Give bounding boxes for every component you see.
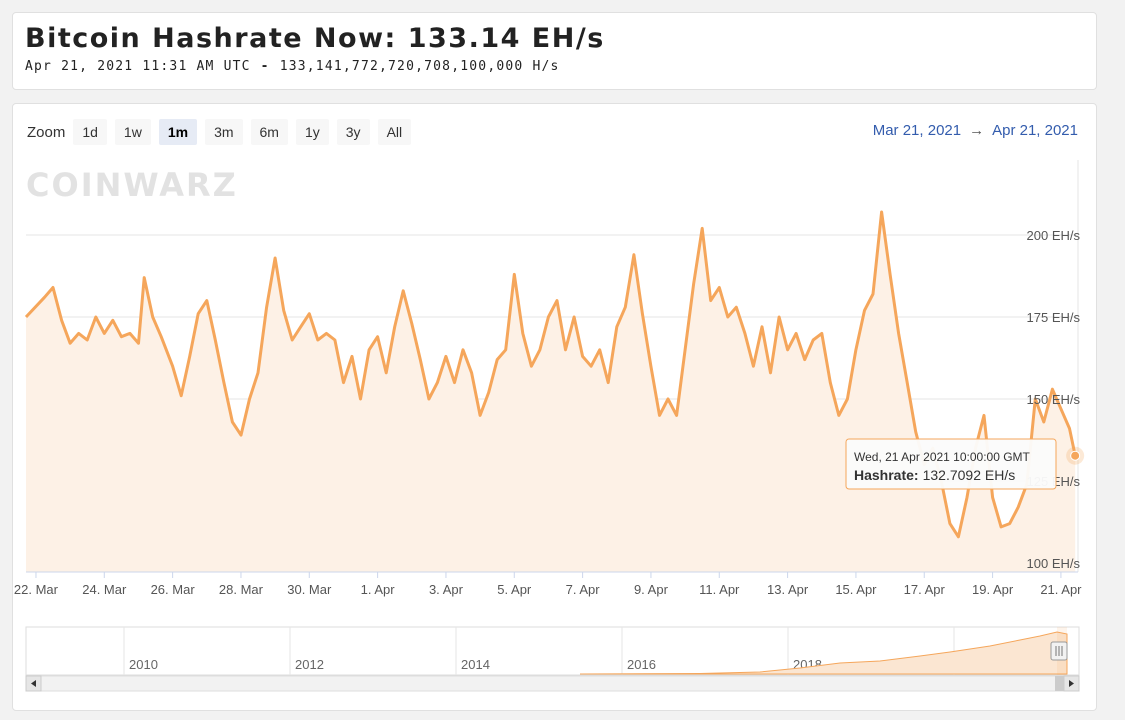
series-area [26,212,1076,572]
zoom-6m-button[interactable]: 6m [250,119,288,145]
tooltip: Wed, 21 Apr 2021 10:00:00 GMT Hashrate: 1… [845,438,1057,490]
x-tick-label: 15. Apr [835,582,877,597]
tooltip-label: Hashrate: [854,467,919,483]
x-tick-label: 24. Mar [82,582,127,597]
y-tick-label: 100 EH/s [1027,556,1081,571]
zoom-1d-button[interactable]: 1d [73,119,107,145]
x-tick-label: 5. Apr [497,582,532,597]
x-tick-label: 13. Apr [767,582,809,597]
tooltip-value: Hashrate: 132.7092 EH/s [854,467,1015,483]
zoom-all-button[interactable]: All [377,119,412,145]
x-axis-ticks: 22. Mar 24. Mar 26. Mar 28. Mar 30. Mar 1. Ap… [14,572,1082,597]
range-to-input[interactable]: Apr 21, 2021 [992,122,1078,139]
y-tick-label: 200 EH/s [1027,228,1081,243]
navigator-year-label: 2016 [627,657,656,672]
x-tick-label: 1. Apr [361,582,396,597]
tooltip-number: 132.7092 EH/s [923,467,1016,483]
zoom-3y-button[interactable]: 3y [336,119,370,145]
x-tick-label: 17. Apr [904,582,946,597]
series-line [24,210,1077,539]
page-subtitle: Apr 21, 2021 11:31 AM UTC -133,141,772,72… [25,59,560,74]
zoom-1m-button[interactable]: 1m [158,119,198,145]
zoom-selector: Zoom 1d 1w 1m 3m 6m 1y 3y All [27,119,419,145]
date-range: Mar 21, 2021 → Apr 21, 2021 [873,122,1078,139]
timestamp: Apr 21, 2021 11:31 AM UTC [25,59,251,74]
tooltip-box [845,438,1057,490]
x-tick-label: 30. Mar [287,582,332,597]
scrollbar-thumb[interactable] [1055,676,1064,691]
x-tick-label: 7. Apr [566,582,601,597]
range-arrow-icon: → [969,122,985,139]
hover-marker [1070,450,1081,461]
navigator-year-label: 2012 [295,657,324,672]
x-tick-label: 26. Mar [151,582,196,597]
x-tick-label: 3. Apr [429,582,464,597]
y-tick-label: 150 EH/s [1027,392,1081,407]
navigator-series [579,631,1068,675]
zoom-3m-button[interactable]: 3m [205,119,243,145]
x-tick-label: 11. Apr [699,582,740,597]
x-tick-label: 28. Mar [219,582,264,597]
chevron-left-icon [31,680,36,687]
coinwarz-logo: COINWARZ [26,166,238,204]
page-title: Bitcoin Hashrate Now: 133.14 EH/s [25,23,605,54]
x-tick-label: 19. Apr [972,582,1014,597]
range-from-input[interactable]: Mar 21, 2021 [872,122,962,139]
raw-hashrate: 133,141,772,720,708,100,000 H/s [279,59,560,74]
y-tick-label: 175 EH/s [1027,310,1081,325]
x-tick-label: 22. Mar [14,582,59,597]
navigator: 201020122014201620182020 [25,626,1080,676]
scrollbar[interactable] [25,675,1080,692]
subtitle-separator: - [260,59,270,74]
zoom-1y-button[interactable]: 1y [295,119,329,145]
navigator-year-label: 2010 [129,657,158,672]
tooltip-date: Wed, 21 Apr 2021 10:00:00 GMT [854,450,1031,464]
scrollbar-track[interactable] [25,675,1080,692]
x-tick-label: 21. Apr [1040,582,1082,597]
zoom-label: Zoom [27,123,66,141]
chevron-right-icon [1069,680,1074,687]
watermark-text: COINWARZ [26,166,238,204]
navigator-year-label: 2014 [461,657,490,672]
header-card: Bitcoin Hashrate Now: 133.14 EH/s Apr 21… [12,12,1097,90]
x-tick-label: 9. Apr [634,582,669,597]
zoom-1w-button[interactable]: 1w [114,119,151,145]
